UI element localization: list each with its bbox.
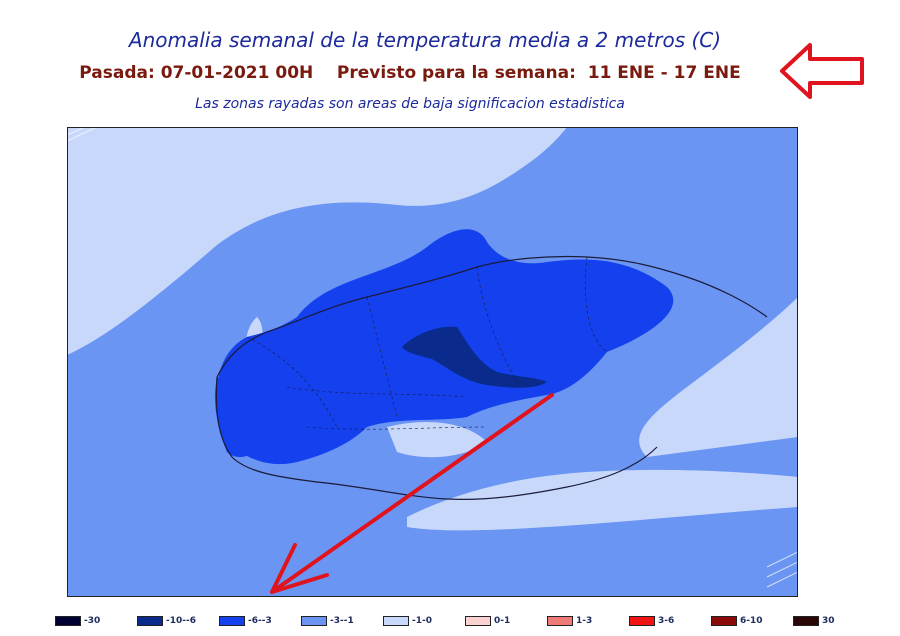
anomaly-light-nw [67, 127, 567, 355]
legend-swatch [301, 616, 327, 626]
legend-swatch [55, 616, 81, 626]
legend-item: 6-10 [711, 614, 763, 628]
legend-item: 30 [793, 614, 835, 628]
legend-item: -30 [55, 614, 100, 628]
region-borders [246, 256, 608, 430]
legend-label: -6--3 [248, 616, 272, 626]
legend-item: -10--6 [137, 614, 196, 628]
legend-swatch [711, 616, 737, 626]
hatched-areas [67, 127, 798, 588]
annotation-arrow-icon [780, 43, 864, 99]
forecast-dates: Pasada: 07-01-2021 00H Previsto para la … [79, 63, 741, 83]
legend-swatch [629, 616, 655, 626]
legend-swatch [793, 616, 819, 626]
legend-item: -1-0 [383, 614, 432, 628]
legend-label: 1-3 [576, 616, 593, 626]
legend-label: -3--1 [330, 616, 354, 626]
legend-label: 6-10 [740, 616, 763, 626]
legend-swatch [547, 616, 573, 626]
legend-label: 0-1 [494, 616, 511, 626]
map-frame [67, 127, 798, 597]
legend-label: -30 [84, 616, 101, 626]
legend-item: 0-1 [465, 614, 510, 628]
legend-label: 3-6 [658, 616, 675, 626]
legend-label: -10--6 [166, 616, 196, 626]
anomaly-light-east [639, 297, 798, 457]
anomaly-core-west [215, 377, 267, 457]
map-title: Anomalia semanal de la temperatura media… [128, 28, 722, 52]
anomaly-light-andalucia [387, 422, 487, 458]
legend-item: 1-3 [547, 614, 592, 628]
anomaly-core-strong [402, 326, 547, 388]
coastline [215, 255, 768, 500]
anomaly-map [67, 127, 798, 597]
legend-item: 3-6 [629, 614, 674, 628]
legend-swatch [137, 616, 163, 626]
legend-item: -6--3 [219, 614, 272, 628]
annotation-pointer-arrow [270, 393, 554, 594]
legend-item: -3--1 [301, 614, 354, 628]
legend-swatch [465, 616, 491, 626]
legend-swatch [219, 616, 245, 626]
legend-label: 30 [822, 616, 835, 626]
anomaly-light-south [407, 469, 798, 531]
legend-label: -1-0 [412, 616, 432, 626]
legend-swatch [383, 616, 409, 626]
significance-note: Las zonas rayadas son areas de baja sign… [195, 96, 625, 112]
